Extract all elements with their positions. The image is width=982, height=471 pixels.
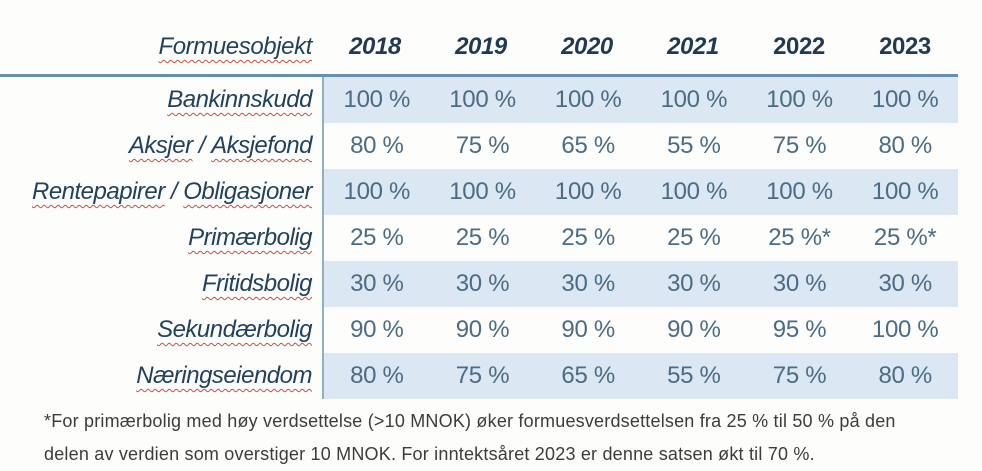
row-values-sekundaerbolig: 90 % 90 % 90 % 90 % 95 % 100 % — [322, 307, 958, 353]
row-values-primaerbolig: 25 % 25 % 25 % 25 % 25 %* 25 %* — [322, 215, 958, 261]
value-cell-naeringseiendom-2018: 80 % — [350, 362, 404, 389]
value-cell-primaerbolig-2020: 25 % — [561, 224, 615, 251]
value-cell-fritidsbolig-2020: 30 % — [561, 270, 615, 297]
column-header-2018: 2018 — [349, 33, 401, 60]
value-cell-naeringseiendom-2020: 65 % — [561, 362, 615, 389]
column-header-2019: 2019 — [455, 33, 507, 60]
value-cell-fritidsbolig-2023: 30 % — [878, 270, 932, 297]
column-header-2020: 2020 — [561, 33, 613, 60]
value-cell-sekundaerbolig-2023: 100 % — [871, 316, 939, 343]
footnote-line-2: delen av verdien som overstiger 10 MNOK.… — [44, 444, 815, 464]
row-label-bankinnskudd: Bankinnskudd — [0, 77, 322, 123]
value-cell-bankinnskudd-2020: 100 % — [554, 86, 622, 113]
row-label-word: Rentepapirer — [31, 178, 165, 205]
row-values-naeringseiendom: 80 % 75 % 65 % 55 % 75 % 80 % — [322, 353, 958, 399]
row-values-bankinnskudd: 100 % 100 % 100 % 100 % 100 % 100 % — [322, 77, 958, 123]
table-row-fritidsbolig: Fritidsbolig 30 % 30 % 30 % 30 % 30 % 30 % — [0, 261, 958, 307]
value-cell-fritidsbolig-2018: 30 % — [350, 270, 404, 297]
footnote: *For primærbolig med høy verdsettelse (>… — [44, 405, 982, 471]
table-row-aksjer-aksjefond: Aksjer / Aksjefond 80 % 75 % 65 % 55 % 75 % 80… — [0, 123, 958, 169]
table-body: Bankinnskudd 100 % 100 % 100 % 100 % 100 % 100… — [0, 74, 958, 399]
value-cell-sekundaerbolig-2021: 90 % — [667, 316, 721, 343]
table-row-sekundaerbolig: Sekundærbolig 90 % 90 % 90 % 90 % 95 % 100 % — [0, 307, 958, 353]
row-label-primaerbolig: Primærbolig — [0, 215, 322, 261]
value-cell-primaerbolig-2022: 25 %* — [768, 224, 831, 251]
value-cell-fritidsbolig-2022: 30 % — [772, 270, 827, 297]
value-cell-sekundaerbolig-2020: 90 % — [561, 316, 615, 343]
value-cell-primaerbolig-2021: 25 % — [667, 224, 721, 251]
value-cell-rentepapirer-obligasjoner-2018: 100 % — [343, 178, 411, 205]
row-label-sekundaerbolig: Sekundærbolig — [0, 307, 322, 353]
value-cell-aksjer-aksjefond-2019: 75 % — [455, 132, 510, 159]
footnote-line-1: *For primærbolig med høy verdsettelse (>… — [44, 411, 896, 431]
row-label-word: Fritidsbolig — [201, 270, 313, 297]
value-cell-rentepapirer-obligasjoner-2021: 100 % — [660, 178, 728, 205]
value-cell-fritidsbolig-2019: 30 % — [455, 270, 510, 297]
value-cell-aksjer-aksjefond-2020: 65 % — [561, 132, 615, 159]
value-cell-naeringseiendom-2021: 55 % — [667, 362, 721, 389]
value-cell-bankinnskudd-2021: 100 % — [660, 86, 728, 113]
table-row-primaerbolig: Primærbolig 25 % 25 % 25 % 25 % 25 %* 25 %* — [0, 215, 958, 261]
value-cell-bankinnskudd-2018: 100 % — [343, 86, 411, 113]
value-cell-rentepapirer-obligasjoner-2019: 100 % — [449, 178, 516, 205]
value-cell-bankinnskudd-2019: 100 % — [449, 86, 516, 113]
column-header-2021: 2021 — [667, 33, 719, 60]
value-cell-bankinnskudd-2023: 100 % — [871, 86, 939, 113]
value-cell-fritidsbolig-2021: 30 % — [667, 270, 721, 297]
row-label-word: Aksjefond — [211, 132, 312, 159]
column-header-2023: 2023 — [879, 33, 931, 60]
row-label-naeringseiendom: Næringseiendom — [0, 353, 322, 399]
row-label-word: Bankinnskudd — [167, 86, 312, 113]
column-header-formuesobjekt: Formuesobjekt — [0, 33, 322, 61]
table-row-bankinnskudd: Bankinnskudd 100 % 100 % 100 % 100 % 100 % 100… — [0, 77, 958, 123]
value-cell-sekundaerbolig-2018: 90 % — [350, 316, 404, 343]
table-row-rentepapirer-obligasjoner: Rentepapirer / Obligasjoner 100 % 100 % 100… — [0, 169, 958, 215]
header-label-text: Formuesobjekt — [158, 33, 312, 60]
value-cell-sekundaerbolig-2019: 90 % — [455, 316, 510, 343]
value-cell-primaerbolig-2023: 25 %* — [873, 224, 937, 251]
row-values-aksjer-aksjefond: 80 % 75 % 65 % 55 % 75 % 80 % — [322, 123, 958, 169]
value-cell-aksjer-aksjefond-2023: 80 % — [878, 132, 932, 159]
row-label-word: Aksjer — [128, 132, 193, 159]
row-label-word: Obligasjoner — [183, 178, 312, 205]
value-cell-naeringseiendom-2023: 80 % — [878, 362, 932, 389]
column-header-2022: 2022 — [773, 33, 825, 60]
value-cell-aksjer-aksjefond-2018: 80 % — [350, 132, 404, 159]
table-header-row: Formuesobjekt 2018 2019 2020 2021 2022 2… — [0, 0, 982, 74]
value-cell-naeringseiendom-2019: 75 % — [455, 362, 510, 389]
row-label-word: Primærbolig — [188, 224, 312, 251]
table-row-naeringseiendom: Næringseiendom 80 % 75 % 65 % 55 % 75 % 80 % — [0, 353, 958, 399]
year-header-cells: 2018 2019 2020 2021 2022 2023 — [322, 33, 958, 61]
value-cell-aksjer-aksjefond-2022: 75 % — [772, 132, 827, 159]
value-cell-primaerbolig-2019: 25 % — [455, 224, 510, 251]
row-values-fritidsbolig: 30 % 30 % 30 % 30 % 30 % 30 % — [322, 261, 958, 307]
row-label-aksjer-aksjefond: Aksjer / Aksjefond — [128, 132, 313, 159]
row-label-fritidsbolig: Fritidsbolig — [0, 261, 322, 307]
value-cell-sekundaerbolig-2022: 95 % — [772, 316, 827, 343]
row-label-word: Næringseiendom — [136, 362, 312, 389]
row-label-rentepapirer-obligasjoner: Rentepapirer / Obligasjoner — [31, 178, 313, 205]
value-cell-aksjer-aksjefond-2021: 55 % — [667, 132, 721, 159]
value-cell-rentepapirer-obligasjoner-2023: 100 % — [871, 178, 939, 205]
value-cell-bankinnskudd-2022: 100 % — [766, 86, 833, 113]
value-cell-rentepapirer-obligasjoner-2020: 100 % — [554, 178, 622, 205]
value-cell-rentepapirer-obligasjoner-2022: 100 % — [766, 178, 833, 205]
row-values-rentepapirer-obligasjoner: 100 % 100 % 100 % 100 % 100 % 100 % — [322, 169, 958, 215]
value-cell-naeringseiendom-2022: 75 % — [772, 362, 827, 389]
value-cell-primaerbolig-2018: 25 % — [350, 224, 404, 251]
row-label-word: Sekundærbolig — [157, 316, 312, 343]
